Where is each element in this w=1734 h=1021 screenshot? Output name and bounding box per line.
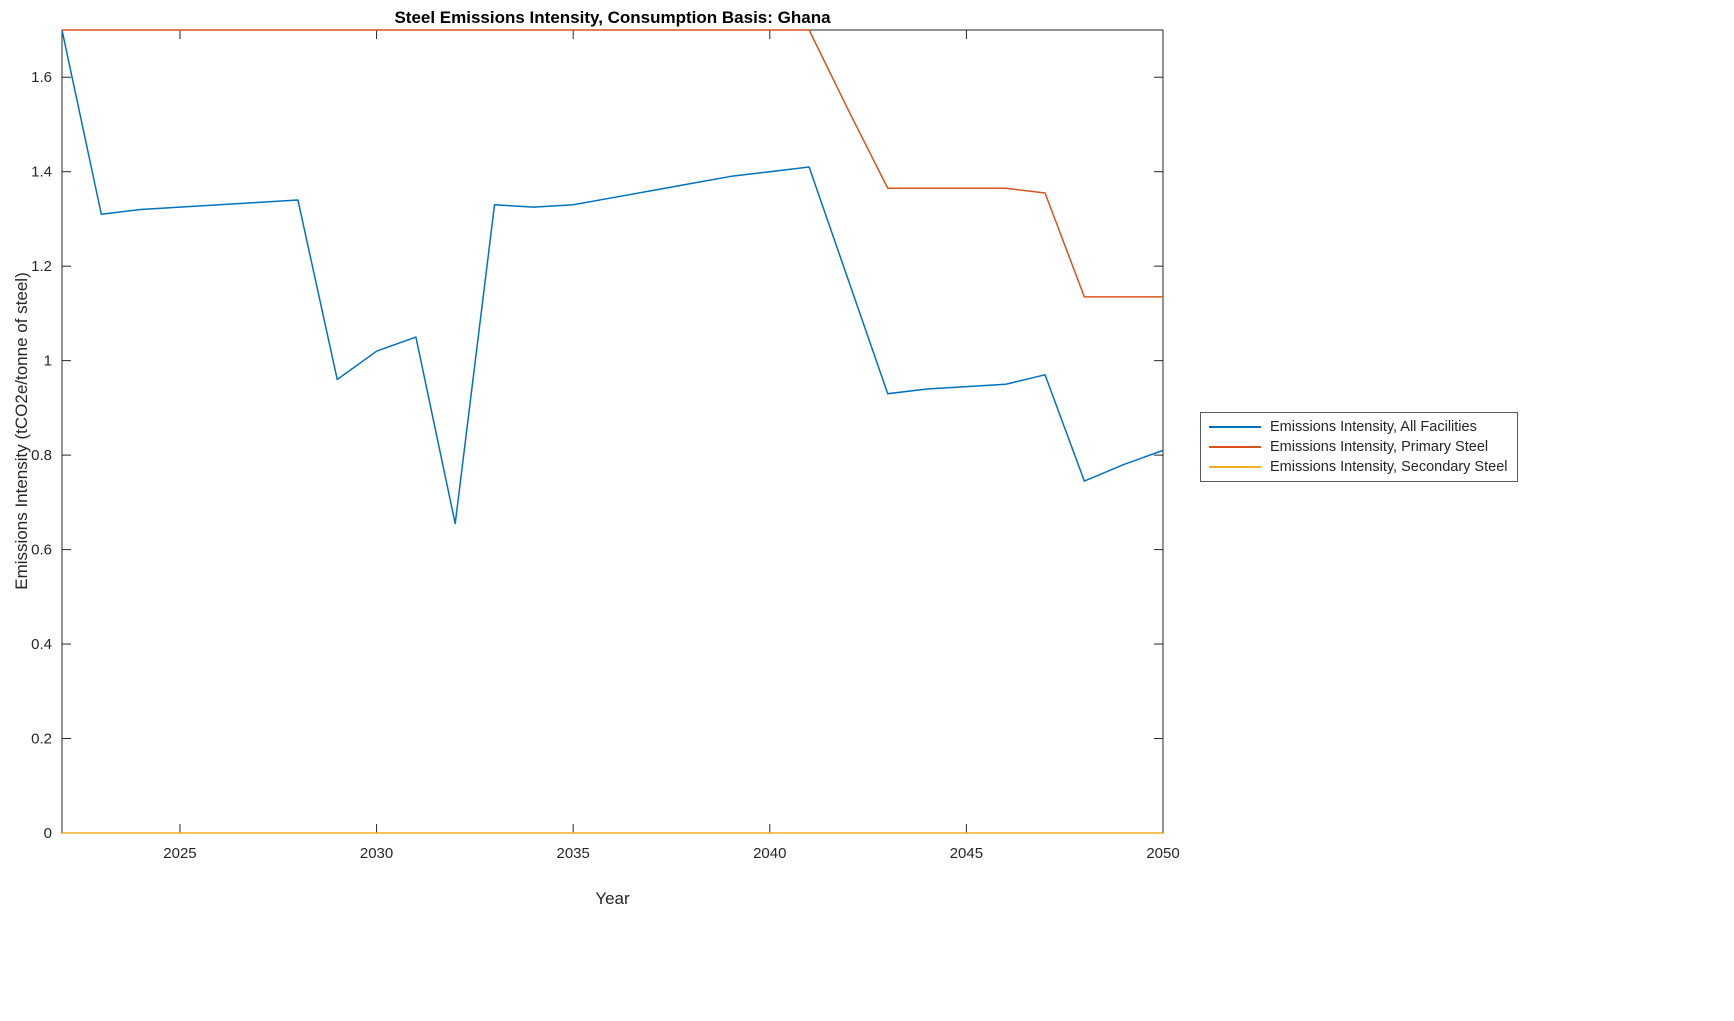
- x-axis-label: Year: [595, 889, 630, 908]
- chart-title: Steel Emissions Intensity, Consumption B…: [394, 8, 831, 27]
- y-tick-label: 1: [44, 353, 52, 370]
- y-tick-label: 1.4: [31, 164, 52, 181]
- legend-label: Emissions Intensity, Secondary Steel: [1270, 459, 1508, 475]
- y-tick-label: 0.6: [31, 542, 52, 559]
- axes-box: [61, 29, 1164, 834]
- x-tick-label: 2035: [556, 845, 589, 862]
- y-tick-label: 1.6: [31, 69, 52, 86]
- x-tick-label: 2045: [950, 845, 983, 862]
- series-line-1: [62, 29, 1163, 298]
- legend: Emissions Intensity, All Facilities Emiss…: [1200, 412, 1519, 482]
- legend-label: Emissions Intensity, All Facilities: [1270, 419, 1477, 435]
- legend-item: Emissions Intensity, Primary Steel: [1209, 439, 1507, 455]
- legend-line-sample: [1209, 446, 1261, 448]
- y-tick-label: 0: [44, 825, 52, 842]
- y-tick-label: 0.4: [31, 636, 52, 653]
- legend-item: Emissions Intensity, All Facilities: [1209, 419, 1507, 435]
- y-axis-label: Emissions Intensity (tCO2e/tonne of stee…: [12, 272, 31, 590]
- x-tick-label: 2030: [360, 845, 393, 862]
- x-tick-label: 2025: [163, 845, 196, 862]
- x-tick-label: 2050: [1146, 845, 1179, 862]
- y-tick-label: 0.2: [31, 731, 52, 748]
- x-tick-label: 2040: [753, 845, 786, 862]
- series-line-0: [61, 29, 1164, 525]
- legend-label: Emissions Intensity, Primary Steel: [1270, 439, 1489, 455]
- legend-item: Emissions Intensity, Secondary Steel: [1209, 459, 1507, 475]
- legend-line-sample: [1209, 466, 1261, 468]
- y-tick-label: 1.2: [31, 258, 52, 275]
- legend-line-sample: [1209, 426, 1261, 428]
- y-tick-label: 0.8: [31, 447, 52, 464]
